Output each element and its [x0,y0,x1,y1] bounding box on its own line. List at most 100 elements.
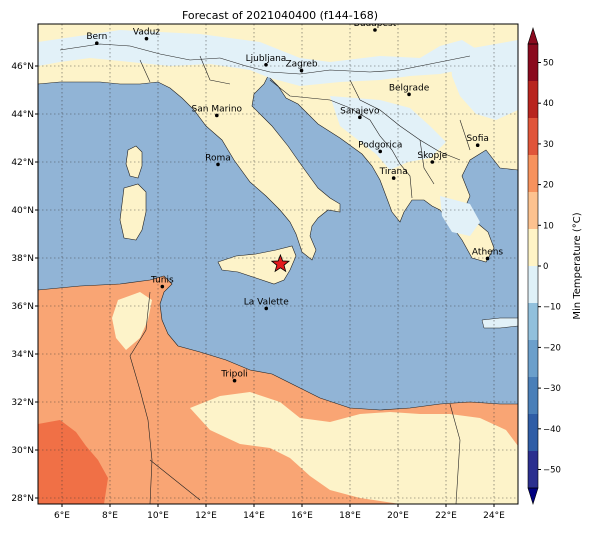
colorbar-tick-label: −10 [543,303,561,313]
longitude-axis: 6°E 8°E 10°E 12°E 14°E 16°E 18°E 20°E 22°E 24°E [54,504,505,521]
lon-tick-label: 10°E [147,511,169,521]
city-label: San Marino [192,104,243,114]
city-label: Sofia [466,134,488,144]
colorbar-segment [528,44,538,82]
city-dot [144,36,149,41]
colorbar-segment [528,155,538,193]
lon-tick-label: 6°E [54,511,70,521]
lon-tick-label: 12°E [195,511,217,521]
colorbar-segment [528,229,538,267]
lat-tick-label: 44°N [11,110,34,120]
colorbar-extend-top [527,26,539,45]
city-dot [485,256,490,261]
lon-tick-label: 14°E [243,511,265,521]
city-label: Bern [86,32,107,42]
sardinia-island [119,183,147,241]
lat-tick-label: 34°N [11,350,34,360]
city-dot [378,149,383,154]
city-dot [264,63,268,67]
city-dot [215,113,219,118]
lon-tick-label: 18°E [339,511,361,521]
colorbar-segment [528,451,538,489]
city-dot [373,28,377,32]
city-label: Vaduz [133,28,160,38]
colorbar-label: Min Temperature (°C) [572,212,583,319]
colorbar-tick-label: 0 [543,262,548,272]
balkan-cold-zone [330,96,446,170]
lat-tick-label: 40°N [11,206,34,216]
city-dot [475,143,480,147]
lat-tick-label: 28°N [11,494,34,504]
lat-tick-label: 38°N [11,254,34,264]
city-dot [232,378,237,383]
lon-tick-label: 24°E [483,511,505,521]
city-dot [391,176,396,180]
city-label: Tirana [379,167,408,177]
africa-hot-zone [38,420,108,504]
city-dot [407,92,411,97]
city-label: Roma [205,153,231,163]
graticule-lines [38,24,518,504]
crete-island [481,317,518,329]
star-marker-icon [270,253,291,273]
lat-tick-label: 32°N [11,398,34,408]
city-label: Ljubljana [246,54,287,64]
colorbar-tick-label: 40 [543,99,554,109]
city-dot [216,162,220,167]
city-dot [264,306,269,311]
city-dot [299,68,304,73]
city-label: Sarajevo [340,106,380,116]
map-title: Forecast of 2021040400 (f144-168) [182,9,378,22]
colorbar-segment [528,340,538,378]
city-label: La Valette [244,297,289,307]
lat-tick-label: 36°N [11,302,34,312]
europe-landmass [38,24,518,263]
colorbar-tick-label: −20 [543,343,561,353]
colorbar-extend-bottom [527,487,539,506]
sicily-island [217,245,297,285]
lon-tick-label: 22°E [435,511,457,521]
greek-cold-zone [440,196,480,236]
lat-tick-label: 46°N [11,62,34,72]
colorbar-segment [528,266,538,304]
city-label: Belgrade [389,83,430,93]
colorbar-tick-label: 50 [543,59,554,69]
latitude-axis: 28°N 30°N 32°N 34°N 36°N 38°N 40°N 42°N 44°N 46°N [11,62,38,504]
city-label: Tripoli [220,370,248,380]
city-dot [430,160,435,164]
city-label: Tunis [150,276,174,286]
colorbar-tick-label: −30 [543,384,561,394]
city-label: Podgorica [358,140,402,150]
africa-light-zone [190,392,518,504]
city-label: Skopje [417,151,447,161]
colorbar-segment [528,414,538,452]
east-cold-zone [450,40,518,120]
city-label: Budapest [354,19,397,29]
colorbar-tick-label: 30 [543,140,554,150]
lon-tick-label: 8°E [102,511,118,521]
tunisia-light-zone [112,292,152,350]
colorbar-tick-label: −50 [543,466,561,476]
city-dot [358,115,362,120]
lon-tick-label: 20°E [387,511,409,521]
temperature-colorbar: −50 −40 −30 −20 −10 0 10 20 30 40 50 [527,26,561,506]
colorbar-tick-label: 10 [543,221,554,231]
forecast-location-marker [270,253,291,273]
city-dot [95,41,99,45]
lon-tick-label: 16°E [291,511,313,521]
colorbar-segment [528,81,538,119]
lat-tick-label: 30°N [11,446,34,456]
colorbar-segment [528,192,538,230]
map-frame [37,23,519,505]
colorbar-segment [528,377,538,415]
lat-tick-label: 42°N [11,158,34,168]
colorbar-tick-label: 20 [543,181,554,191]
city-label: Athens [472,247,503,257]
colorbar-segment [528,303,538,341]
city-label: Zagreb [285,60,317,70]
colorbar-segment [528,118,538,156]
